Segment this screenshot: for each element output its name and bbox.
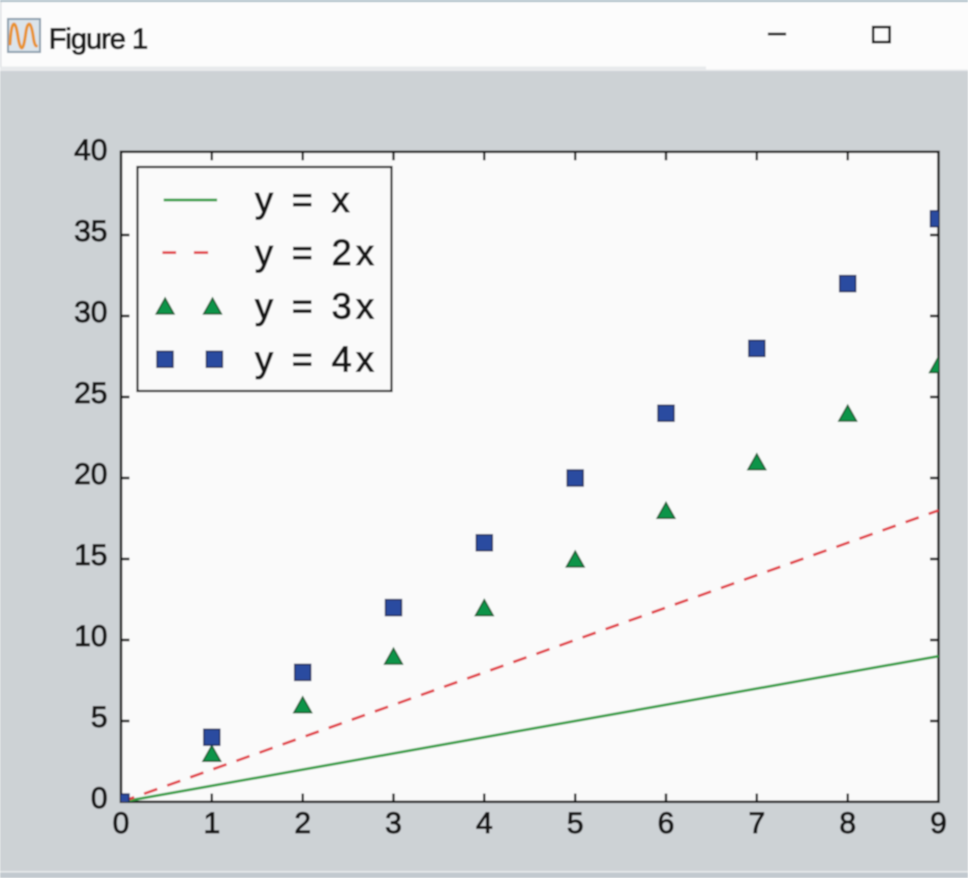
svg-text:15: 15 [74,539,107,572]
svg-text:y = x: y = x [255,179,354,220]
svg-text:10: 10 [74,620,107,653]
svg-text:9: 9 [930,807,947,840]
svg-text:35: 35 [74,215,107,248]
svg-text:y = 2x: y = 2x [255,232,378,273]
svg-text:0: 0 [91,782,108,815]
svg-text:7: 7 [748,807,765,840]
svg-text:5: 5 [567,807,584,840]
svg-text:1: 1 [203,807,220,840]
svg-text:30: 30 [74,296,107,329]
svg-text:40: 40 [74,134,107,167]
svg-text:6: 6 [658,807,675,840]
svg-text:4: 4 [476,807,493,840]
svg-text:3: 3 [385,807,402,840]
svg-text:8: 8 [839,807,856,840]
svg-text:0: 0 [113,807,130,840]
svg-text:25: 25 [74,377,107,410]
svg-text:5: 5 [91,701,108,734]
svg-text:y = 3x: y = 3x [255,285,378,326]
svg-text:y = 4x: y = 4x [255,339,378,380]
svg-text:20: 20 [74,458,107,491]
svg-text:Figure 1: Figure 1 [49,24,147,56]
svg-text:2: 2 [294,807,311,840]
